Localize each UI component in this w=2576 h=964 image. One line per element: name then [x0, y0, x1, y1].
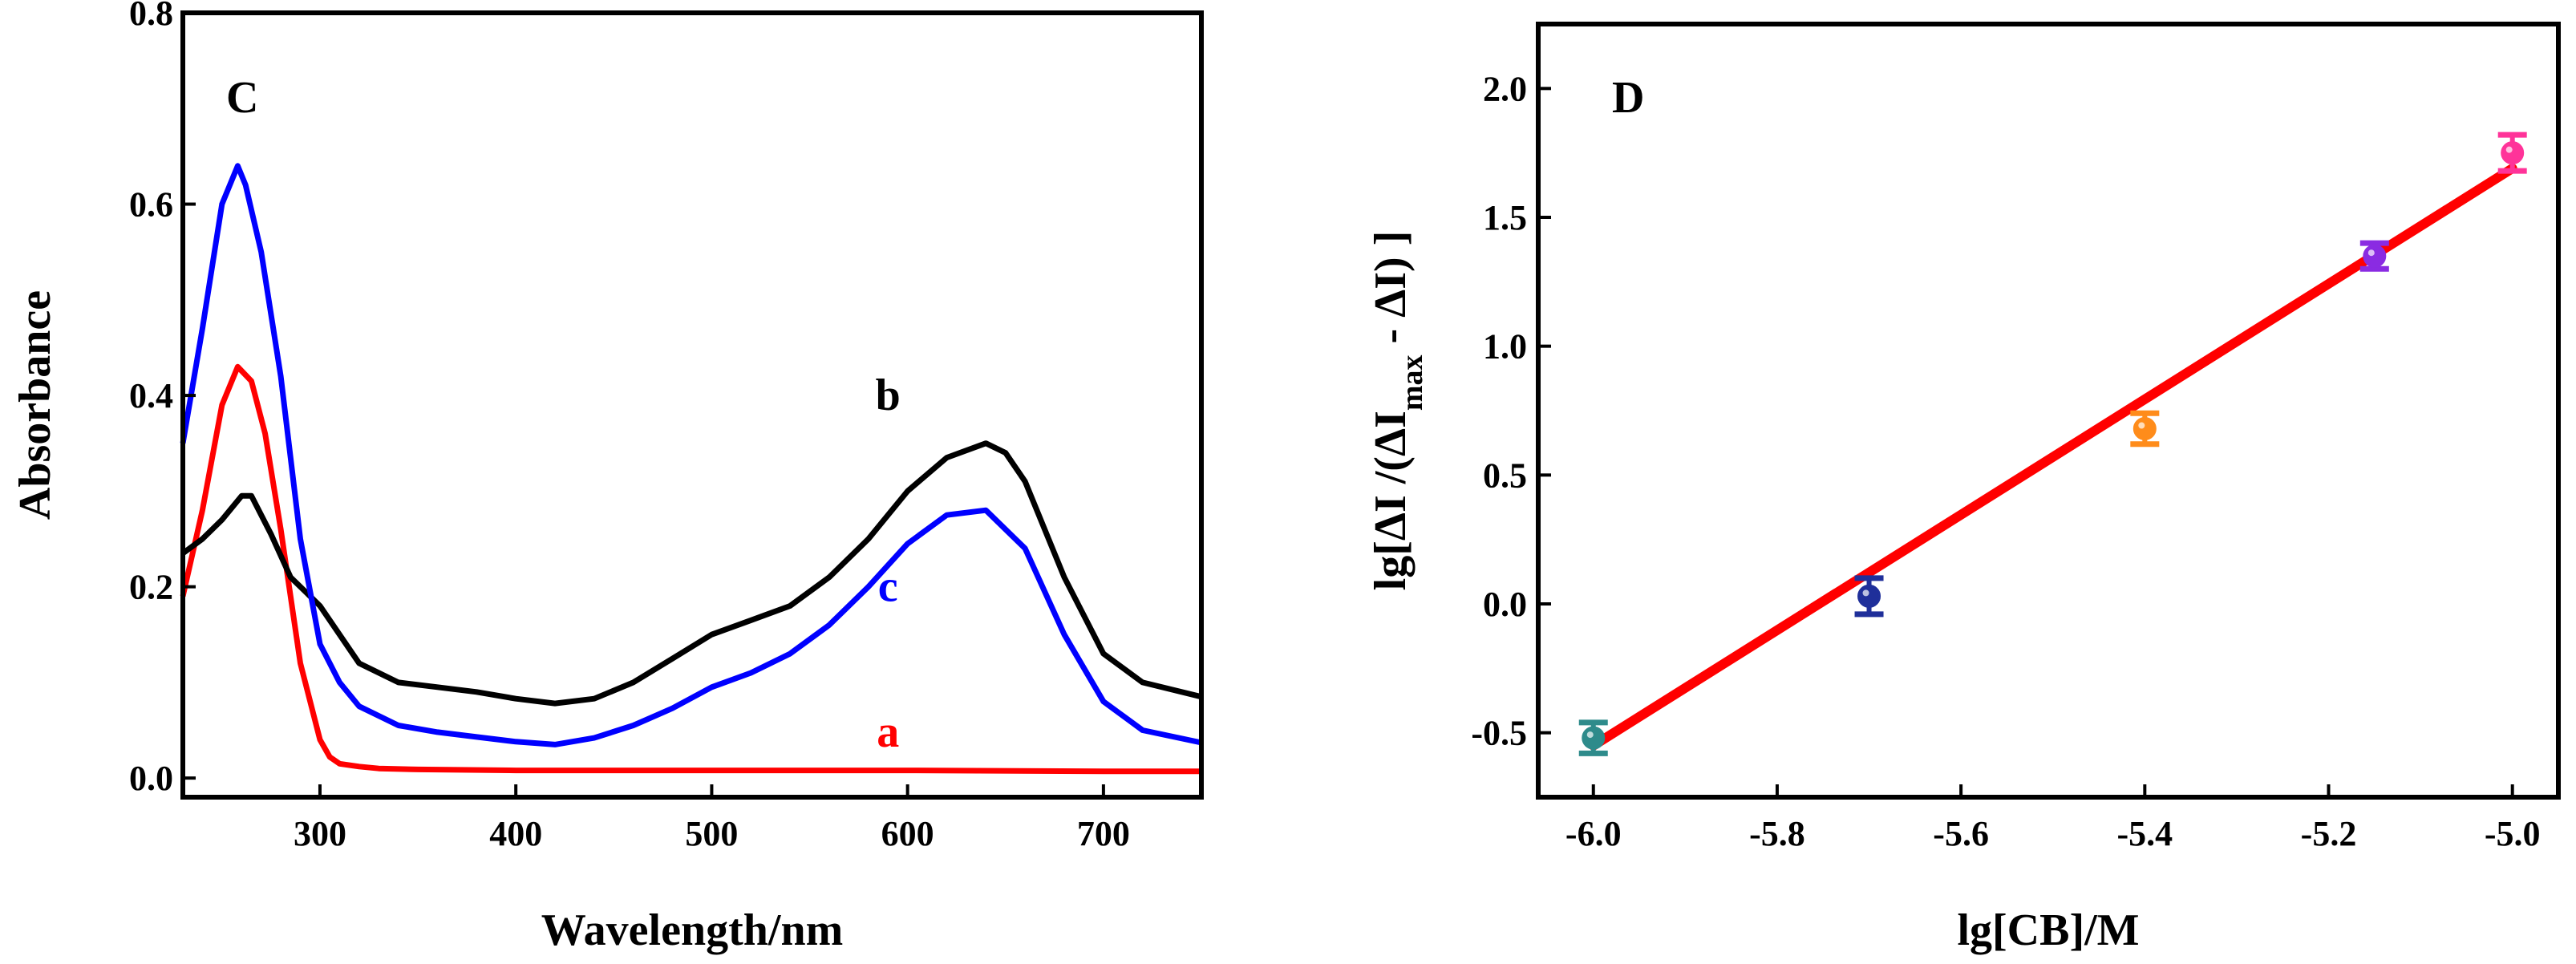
panel-d-points: [1578, 132, 2527, 756]
x-tick-label: 500: [685, 814, 738, 853]
y-tick-label: 0.4: [129, 376, 173, 415]
y-tick-label: 2.0: [1483, 69, 1527, 108]
y-tick-label: 0.6: [129, 185, 173, 225]
point-highlight: [1862, 589, 1869, 597]
panel-d-fit: [1588, 163, 2517, 751]
x-tick-label: 300: [294, 814, 346, 853]
panel-label-c: C: [226, 73, 258, 123]
panel-c-series: [180, 163, 1202, 775]
panel-d-y-ticks: -0.5 0.0 0.5 1.0 1.5 2.0: [1471, 69, 1551, 753]
y-tick-label: 0.8: [129, 0, 173, 33]
x-tick-label: -6.0: [1565, 814, 1622, 853]
panel-d-y-axis-title: lg[ΔI /(ΔImax - ΔI) ]: [1366, 231, 1429, 591]
y-tick-label: -0.5: [1471, 714, 1527, 753]
panel-d-y-axis-title-tail: - ΔI) ]: [1366, 231, 1416, 355]
x-tick-label: 700: [1077, 814, 1130, 853]
x-tick-label: -5.6: [1933, 814, 1989, 853]
panel-d-x-axis-title: lg[CB]/M: [1957, 905, 2139, 955]
data-point-4: [2359, 240, 2389, 272]
x-tick-label: -5.2: [2301, 814, 2357, 853]
panel-c-frame: [180, 10, 1204, 800]
panel-c-x-axis-title: Wavelength/nm: [541, 905, 843, 955]
panel-label-d: D: [1612, 73, 1644, 123]
series-line-a: [180, 363, 1201, 775]
curve-label-b: b: [876, 371, 901, 420]
y-tick-label: 0.0: [1483, 585, 1527, 624]
point-highlight: [1586, 731, 1594, 739]
series-line-b: [180, 440, 1202, 707]
data-point-5: [2497, 132, 2527, 174]
data-point-1: [1578, 719, 1608, 756]
panel-d-y-axis-title-subscript: max: [1395, 354, 1429, 411]
panel-c-curve-labels: a b c: [876, 371, 901, 757]
x-tick-label: -5.4: [2116, 814, 2173, 853]
point-marker: [2132, 416, 2157, 440]
panel-d: D -6.0 -5.8 -5.6 -5.4 -5.2 -5.0 -0.5 0.0 0.5 1.0…: [1366, 22, 2561, 955]
point-marker: [1857, 584, 1881, 608]
panel-c: C 300 400 500 600 700 0.0 0.2 0.4 0.6 0.8 Wavele…: [10, 0, 1204, 955]
panel-d-y-axis-title-main: lg[ΔI /(ΔI: [1366, 411, 1416, 590]
point-marker: [2363, 244, 2387, 268]
curve-label-c: c: [878, 562, 898, 612]
x-tick-label: -5.8: [1749, 814, 1805, 853]
point-marker: [1582, 726, 1606, 750]
series-line-c: [180, 163, 1202, 747]
point-highlight: [2505, 146, 2513, 153]
fit-line: [1588, 163, 2517, 751]
panel-c-x-ticks: 300 400 500 600 700: [294, 784, 1130, 853]
y-tick-label: 1.5: [1483, 198, 1527, 237]
y-tick-label: 0.5: [1483, 456, 1527, 495]
panel-d-frame: [1536, 22, 2561, 800]
y-tick-label: 0.0: [129, 759, 173, 798]
x-tick-label: -5.0: [2485, 814, 2541, 853]
point-marker: [2501, 141, 2525, 165]
panel-d-x-ticks: -6.0 -5.8 -5.6 -5.4 -5.2 -5.0: [1565, 784, 2541, 853]
data-point-3: [2130, 410, 2160, 448]
point-highlight: [2138, 422, 2145, 429]
y-tick-label: 0.2: [129, 568, 173, 607]
panel-c-y-axis-title: Absorbance: [10, 290, 60, 520]
point-highlight: [2367, 249, 2375, 257]
x-tick-label: 600: [881, 814, 934, 853]
curve-label-a: a: [877, 707, 899, 757]
panel-c-y-ticks: 0.0 0.2 0.4 0.6 0.8: [129, 0, 196, 798]
x-tick-label: 400: [489, 814, 542, 853]
y-tick-label: 1.0: [1483, 327, 1527, 367]
data-point-2: [1854, 575, 1884, 618]
